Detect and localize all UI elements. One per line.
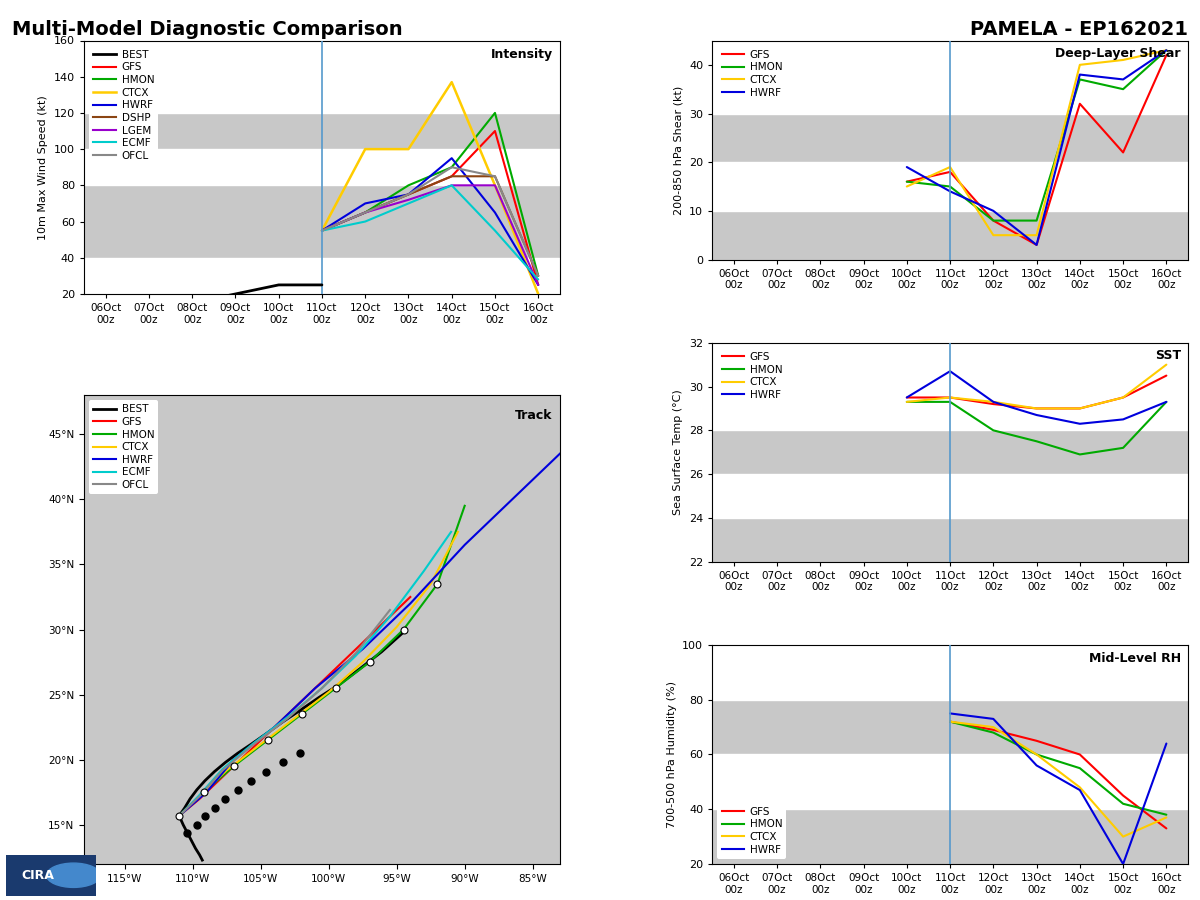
- Bar: [712, 162, 1188, 211]
- Legend: GFS, HMON, CTCX, HWRF: GFS, HMON, CTCX, HWRF: [718, 46, 786, 102]
- Bar: [712, 343, 1188, 430]
- Bar: [712, 754, 1188, 809]
- Legend: GFS, HMON, CTCX, HWRF: GFS, HMON, CTCX, HWRF: [718, 348, 786, 404]
- Legend: GFS, HMON, CTCX, HWRF: GFS, HMON, CTCX, HWRF: [718, 803, 786, 859]
- Bar: [712, 40, 1188, 113]
- Legend: BEST, GFS, HMON, CTCX, HWRF, ECMF, OFCL: BEST, GFS, HMON, CTCX, HWRF, ECMF, OFCL: [89, 400, 158, 494]
- Text: CIRA: CIRA: [22, 868, 54, 882]
- Y-axis label: 10m Max Wind Speed (kt): 10m Max Wind Speed (kt): [38, 94, 48, 239]
- Y-axis label: 700-500 hPa Humidity (%): 700-500 hPa Humidity (%): [666, 681, 677, 828]
- Bar: [84, 149, 560, 185]
- Y-axis label: Sea Surface Temp (°C): Sea Surface Temp (°C): [673, 390, 683, 515]
- Text: Track: Track: [515, 410, 553, 422]
- Text: SST: SST: [1154, 349, 1181, 363]
- Y-axis label: 200-850 hPa Shear (kt): 200-850 hPa Shear (kt): [673, 86, 684, 214]
- Text: PAMELA - EP162021: PAMELA - EP162021: [970, 20, 1188, 39]
- Text: Deep-Layer Shear: Deep-Layer Shear: [1055, 47, 1181, 60]
- Text: Multi-Model Diagnostic Comparison: Multi-Model Diagnostic Comparison: [12, 20, 403, 39]
- Bar: [84, 257, 560, 294]
- Text: Mid-Level RH: Mid-Level RH: [1088, 652, 1181, 664]
- Circle shape: [47, 863, 101, 887]
- Legend: BEST, GFS, HMON, CTCX, HWRF, DSHP, LGEM, ECMF, OFCL: BEST, GFS, HMON, CTCX, HWRF, DSHP, LGEM,…: [89, 46, 158, 165]
- Text: Intensity: Intensity: [491, 48, 553, 61]
- Bar: [712, 474, 1188, 518]
- Bar: [712, 645, 1188, 699]
- Bar: [84, 40, 560, 112]
